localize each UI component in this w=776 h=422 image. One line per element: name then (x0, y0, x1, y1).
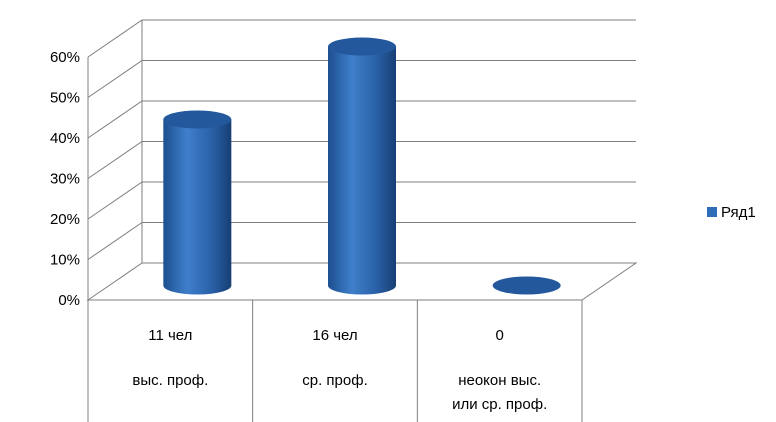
category-label: ср. проф. (302, 372, 368, 389)
legend-label: Ряд1 (721, 204, 756, 221)
category-count-label: 16 чел (312, 327, 357, 344)
y-tick-label: 40% (50, 130, 80, 147)
gridline (87, 181, 636, 220)
bar-top (163, 110, 232, 129)
category-count-label: 11 чел (148, 327, 192, 344)
bar (163, 110, 232, 295)
gridline (87, 222, 636, 260)
y-tick-label: 50% (50, 90, 80, 107)
bar-body (163, 119, 232, 295)
category-label: выс. проф. (132, 372, 208, 389)
category-count-label: 0 (495, 327, 503, 344)
bars (163, 37, 561, 295)
legend: Ряд1 (707, 204, 756, 221)
bar-top (328, 37, 396, 56)
bar-body (328, 46, 396, 295)
y-tick-label: 30% (50, 171, 80, 188)
y-tick-label: 0% (58, 292, 80, 309)
y-tick-label: 20% (50, 211, 80, 228)
bar (492, 276, 561, 295)
y-tick-label: 10% (50, 252, 80, 269)
gridline (87, 19, 636, 58)
gridlines (87, 19, 636, 260)
category-label: или ср. проф. (452, 396, 547, 413)
bar-top (492, 276, 561, 295)
gridline (87, 141, 636, 179)
bar (328, 37, 396, 295)
legend-item: Ряд1 (707, 204, 756, 221)
gridline (87, 60, 636, 98)
legend-swatch (707, 207, 717, 217)
y-axis-ticks: 0% 10% 20% 30% 40% 50% 60% (50, 49, 80, 309)
category-table: 11 чел выс. проф. 16 чел ср. проф. 0 неокон в… (87, 300, 583, 422)
gridline (87, 100, 636, 139)
category-label: неокон выс. (458, 372, 541, 389)
y-tick-label: 60% (50, 49, 80, 66)
